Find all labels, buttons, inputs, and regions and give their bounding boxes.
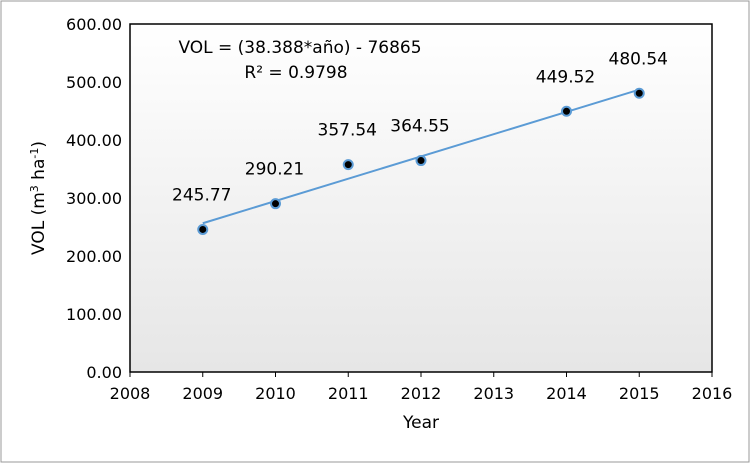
y-tick-label: 100.00: [66, 305, 122, 324]
r2-label: R² = 0.9798: [244, 63, 347, 83]
x-tick-label: 2010: [255, 384, 296, 403]
x-tick-label: 2009: [182, 384, 223, 403]
data-point: [270, 198, 281, 210]
equation-label: VOL = (38.388*año) - 76865: [178, 38, 421, 58]
data-point: [561, 105, 572, 117]
data-point: [633, 87, 645, 99]
x-tick-label: 2014: [546, 384, 587, 403]
x-tick-label: 2016: [692, 384, 733, 403]
y-tick-label: 200.00: [66, 247, 122, 266]
y-axis-label: VOL (m3 ha-1): [28, 141, 49, 255]
data-point: [415, 155, 427, 167]
x-tick-label: 2011: [328, 384, 369, 403]
y-tick-label: 300.00: [66, 189, 122, 208]
data-label: 480.54: [609, 49, 668, 69]
y-tick-label: 0.00: [86, 363, 122, 382]
x-tick-label: 2013: [473, 384, 514, 403]
data-label: 449.52: [536, 67, 595, 87]
data-point: [342, 159, 354, 171]
x-tick-label: 2015: [619, 384, 660, 403]
data-label: 364.55: [390, 117, 449, 137]
data-label: 357.54: [318, 121, 377, 141]
data-point: [197, 223, 209, 235]
plot-area: [129, 23, 713, 373]
data-label: 245.77: [172, 185, 231, 205]
x-tick-label: 2012: [401, 384, 442, 403]
x-axis-label: Year: [402, 413, 439, 433]
y-tick-label: 500.00: [66, 73, 122, 92]
x-tick-label: 2008: [110, 384, 151, 403]
y-tick-label: 600.00: [66, 15, 122, 34]
data-label: 290.21: [245, 160, 304, 180]
y-tick-label: 400.00: [66, 131, 122, 150]
